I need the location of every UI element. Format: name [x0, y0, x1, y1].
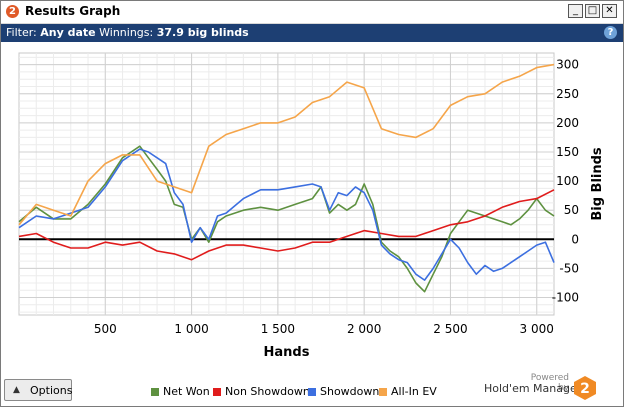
filter-bar: Filter: Any date Winnings: 37.9 big blin…	[1, 24, 623, 42]
x-tick-label: 1 000	[174, 322, 208, 336]
options-button-label: Options	[30, 384, 73, 397]
title-bar: 2 Results Graph _ □ ✕	[1, 1, 623, 24]
x-tick-label: 3 000	[520, 322, 554, 336]
x-axis-title: Hands	[264, 345, 310, 360]
y-tick-label: -100	[552, 291, 579, 305]
winnings-value: 37.9 big blinds	[156, 26, 249, 39]
series-line-non-showdown	[18, 189, 555, 261]
x-tick-label: 2 500	[433, 322, 467, 336]
filter-date: Any date	[40, 26, 96, 39]
app-logo-icon: 2	[6, 5, 19, 18]
close-button[interactable]: ✕	[602, 4, 617, 18]
hem2-logo-text: 2	[580, 381, 590, 397]
y-tick-label: 300	[556, 58, 579, 72]
y-axis-title: Big Blinds	[590, 147, 605, 221]
legend-swatch	[151, 388, 159, 396]
plot-area	[18, 52, 555, 316]
legend-swatch	[213, 388, 221, 396]
y-tick-label: 150	[556, 145, 579, 159]
series-line-net-won	[18, 145, 555, 293]
series-line-all-in-ev	[18, 63, 555, 226]
options-button[interactable]: ▲ Options	[4, 379, 72, 401]
powered-by-text: Powered by	[530, 373, 569, 393]
legend-label: All-In EV	[391, 385, 437, 398]
filter-label: Filter:	[6, 26, 37, 39]
x-tick-label: 1 500	[261, 322, 295, 336]
legend-label: Net Won	[163, 385, 210, 398]
legend-label: Showdown	[320, 385, 380, 398]
y-tick-label: -50	[559, 261, 579, 275]
y-tick-label: 100	[556, 174, 579, 188]
y-tick-label: 50	[564, 203, 579, 217]
results-chart: 500 1 000 1 500 2 000 2 500 3 000 -100 -50 0 50 10…	[18, 52, 605, 360]
brand-name: Hold'em Manager	[484, 382, 582, 395]
expand-up-icon: ▲	[13, 385, 20, 395]
y-tick-label: 200	[556, 116, 579, 130]
help-icon[interactable]: ?	[604, 26, 617, 39]
window-title: Results Graph	[25, 4, 121, 18]
series-line-showdown	[18, 148, 555, 281]
y-tick-label: 250	[556, 87, 579, 101]
legend-label: Non Showdown	[225, 385, 310, 398]
winnings-label: Winnings:	[99, 26, 154, 39]
maximize-button[interactable]: □	[585, 4, 600, 18]
y-tick-label: 0	[571, 232, 579, 246]
filter-summary: Filter: Any date Winnings: 37.9 big blin…	[6, 26, 249, 39]
legend-swatch	[379, 388, 387, 396]
minimize-button[interactable]: _	[568, 4, 583, 18]
x-tick-label: 2 000	[347, 322, 381, 336]
hem2-logo-icon: 2	[574, 376, 596, 400]
x-tick-label: 500	[94, 322, 117, 336]
legend-swatch	[308, 388, 316, 396]
